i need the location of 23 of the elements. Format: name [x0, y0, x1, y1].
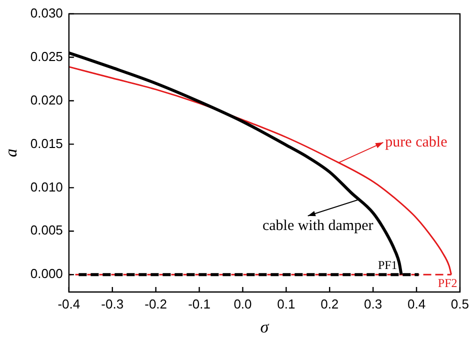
y-tick-label: 0.000 — [30, 266, 63, 282]
y-tick-label: 0.015 — [30, 136, 63, 151]
y-tick-label: 0.020 — [30, 92, 63, 108]
x-tick-label: -0.1 — [188, 296, 210, 312]
x-axis-title: σ — [260, 317, 270, 336]
annotation: PF1 — [378, 258, 398, 272]
y-tick-label: 0.005 — [30, 222, 63, 238]
y-tick-label: 0.010 — [30, 179, 63, 194]
x-tick-label: -0.2 — [144, 296, 168, 312]
annotation: pure cable — [385, 134, 448, 150]
x-tick-label: 0.2 — [320, 296, 339, 312]
y-axis-title: a — [2, 148, 21, 158]
x-tick-label: 0.0 — [234, 296, 252, 312]
x-tick-label: -0.3 — [101, 296, 124, 312]
x-tick-label: -0.4 — [58, 296, 80, 312]
y-tick-label: 0.025 — [30, 48, 63, 64]
x-tick-label: 0.3 — [364, 296, 382, 312]
y-tick-label: 0.030 — [30, 5, 63, 20]
x-tick-label: 0.5 — [450, 296, 470, 312]
annotation: PF2 — [438, 276, 458, 290]
x-tick-label: 0.1 — [277, 296, 296, 312]
x-tick-label: 0.4 — [407, 296, 426, 312]
annotation: cable with damper — [262, 218, 374, 234]
